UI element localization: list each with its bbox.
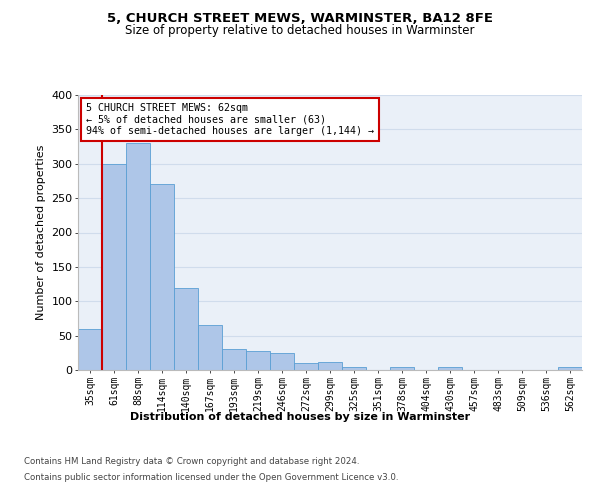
- Bar: [246, 351, 270, 370]
- Bar: [78, 329, 102, 370]
- Text: Size of property relative to detached houses in Warminster: Size of property relative to detached ho…: [125, 24, 475, 37]
- Bar: [558, 366, 582, 370]
- Text: Contains HM Land Registry data © Crown copyright and database right 2024.: Contains HM Land Registry data © Crown c…: [24, 458, 359, 466]
- Text: 5, CHURCH STREET MEWS, WARMINSTER, BA12 8FE: 5, CHURCH STREET MEWS, WARMINSTER, BA12 …: [107, 12, 493, 26]
- Text: 5 CHURCH STREET MEWS: 62sqm
← 5% of detached houses are smaller (63)
94% of semi: 5 CHURCH STREET MEWS: 62sqm ← 5% of deta…: [86, 104, 374, 136]
- Text: Contains public sector information licensed under the Open Government Licence v3: Contains public sector information licen…: [24, 472, 398, 482]
- Bar: [318, 362, 342, 370]
- Bar: [438, 366, 462, 370]
- Text: Distribution of detached houses by size in Warminster: Distribution of detached houses by size …: [130, 412, 470, 422]
- Bar: [222, 350, 246, 370]
- Bar: [294, 363, 318, 370]
- Bar: [102, 164, 126, 370]
- Bar: [390, 366, 414, 370]
- Bar: [150, 184, 174, 370]
- Bar: [270, 353, 294, 370]
- Bar: [126, 143, 150, 370]
- Y-axis label: Number of detached properties: Number of detached properties: [36, 145, 46, 320]
- Bar: [342, 366, 366, 370]
- Bar: [174, 288, 198, 370]
- Bar: [198, 326, 222, 370]
